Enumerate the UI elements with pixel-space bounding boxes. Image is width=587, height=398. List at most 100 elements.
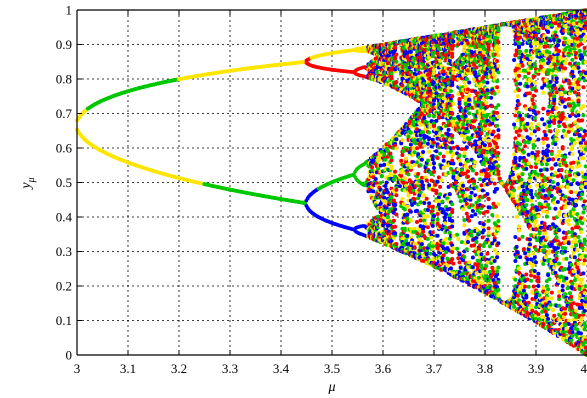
data-point [441,165,446,170]
data-point [418,218,423,223]
data-point [441,158,446,163]
data-point [393,207,398,212]
data-point [415,146,419,151]
data-point [408,165,413,170]
data-point [432,67,436,72]
data-point [399,173,404,178]
data-point [422,214,427,218]
data-point [435,217,440,222]
data-point [382,162,387,167]
data-point [451,261,456,266]
data-point [430,244,435,249]
data-point [400,153,405,158]
data-point [425,141,430,146]
data-point [394,193,399,198]
data-point [427,113,432,118]
data-point [378,163,383,168]
data-point [422,201,427,205]
data-point [446,127,451,132]
data-point [451,145,456,150]
data-point [457,252,462,257]
data-point [427,130,432,135]
data-point [429,178,434,183]
data-point [422,193,427,198]
data-point [435,233,440,238]
data-point [434,118,439,123]
data-point [425,237,430,241]
data-point [457,260,462,265]
data-point [419,175,424,180]
data-point [451,151,456,156]
data-point [404,156,409,161]
data-point [450,250,455,254]
data-point [422,116,427,120]
data-point [434,188,439,193]
data-point [442,221,447,226]
data-point [406,172,411,177]
data-point [450,257,455,262]
data-point [450,94,455,99]
data-point [430,54,435,59]
data-point [435,212,440,216]
data-point [419,242,424,247]
data-point [394,80,399,84]
data-point [451,101,456,106]
data-point [371,189,376,194]
data-point [435,179,440,184]
data-point [388,172,393,176]
data-point [449,266,453,271]
data-point [451,34,456,39]
data-point [400,83,405,88]
data-point [412,245,417,250]
data-point [421,183,426,188]
data-point [434,149,439,154]
data-points [75,8,587,357]
data-point [451,70,456,75]
data-point [425,158,430,163]
data-point [451,233,456,238]
data-point [458,162,463,167]
data-point [408,218,413,223]
data-point [399,158,404,163]
data-point [451,39,456,44]
data-point [405,212,410,217]
data-point [393,231,398,236]
data-point [413,141,418,146]
data-point [416,171,421,176]
data-point [393,224,398,229]
data-point [425,225,430,230]
data-point [400,197,405,201]
data-point [436,199,441,204]
data-point [416,152,421,157]
data-point [430,223,435,228]
data-point [427,201,432,206]
data-point [423,221,428,226]
data-point [398,184,402,189]
data-point [428,124,433,129]
data-point [370,165,375,170]
data-point [451,161,456,166]
data-point [441,154,446,159]
data-point [393,174,398,179]
data-point [439,178,444,183]
data-point [450,218,455,223]
data-point [402,228,407,233]
data-point [451,246,456,251]
data-point [449,107,453,112]
data-point [441,96,446,101]
data-point [456,237,461,241]
data-point [422,143,427,148]
data-point [428,162,433,167]
data-point [405,233,410,238]
data-point [450,210,455,215]
data-point [455,232,460,237]
data-point [430,157,435,162]
data-point [432,214,436,218]
data-point [394,212,399,217]
data-point [424,178,429,183]
data-point [432,140,436,145]
data-point [450,140,455,145]
data-point [444,212,449,217]
data-point [457,101,462,106]
data-point [427,149,432,154]
